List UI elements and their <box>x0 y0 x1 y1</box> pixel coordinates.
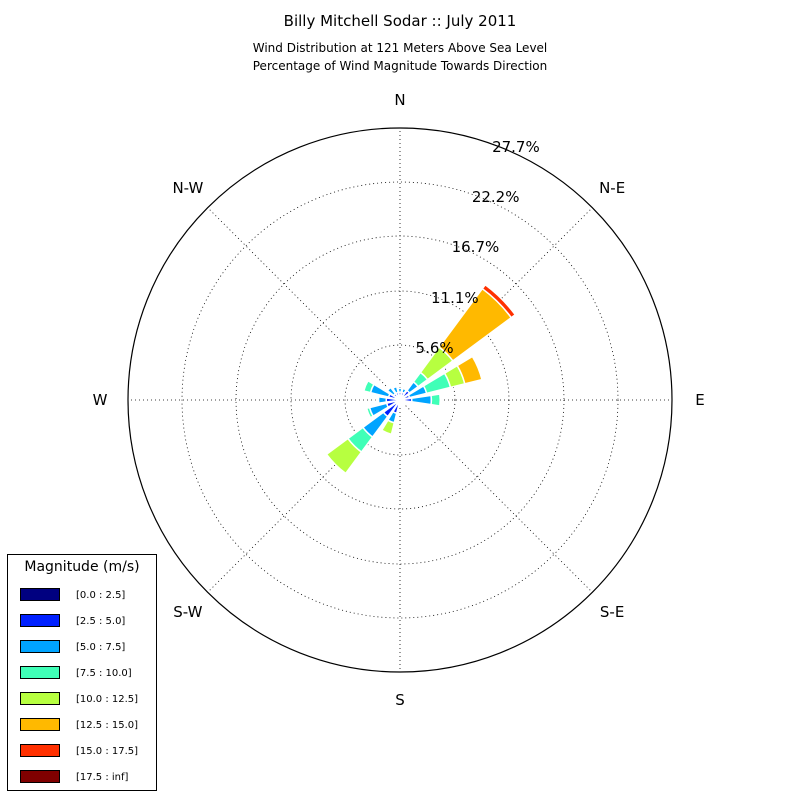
compass-label-s-w: S-W <box>173 603 202 621</box>
legend-swatch <box>20 770 60 783</box>
windrose-bars <box>325 283 517 475</box>
compass-label-w: W <box>93 391 108 409</box>
wedge-ne-bin-6 <box>481 283 517 319</box>
compass-label-n: N <box>394 91 405 109</box>
chart-subtitle-line-2: Percentage of Wind Magnitude Towards Dir… <box>252 59 548 73</box>
legend-swatch <box>20 588 60 601</box>
radial-tick-label: 22.2% <box>472 188 520 206</box>
axis-labels: E N-E N N-W W S-W S S-E 5.6% 11.1% 16.7% 22.2% 27.7% <box>93 91 705 709</box>
radial-tick-label: 5.6% <box>416 339 454 357</box>
legend-label: [2.5 : 5.0] <box>76 616 126 627</box>
wedge-wsw-bin-3 <box>365 406 375 419</box>
wedge-n-bin-2 <box>397 387 403 394</box>
legend-label: [12.5 : 15.0] <box>76 720 139 731</box>
legend-swatch <box>20 666 60 679</box>
polar-frame <box>127 127 673 673</box>
legend-swatch <box>20 640 60 653</box>
compass-label-s: S <box>395 691 405 709</box>
legend-label: [5.0 : 7.5] <box>76 642 126 653</box>
legend-label: [10.0 : 12.5] <box>76 694 139 705</box>
legend-label: [15.0 : 17.5] <box>76 746 139 757</box>
grid-ring <box>344 344 456 456</box>
legend: Magnitude (m/s) [0.0 : 2.5] [2.5 : 5.0] [5… <box>7 554 157 791</box>
wedge-w-bin-4 <box>375 395 379 405</box>
chart-subtitle-line-1: Wind Distribution at 121 Meters Above Se… <box>252 41 548 55</box>
grid-spoke <box>207 399 401 593</box>
wedge-ene-bin-5 <box>456 355 483 385</box>
radial-tick-label: 27.7% <box>492 138 540 156</box>
grid-spoke <box>207 207 401 401</box>
wedge-nne-bin-2 <box>400 387 408 395</box>
grid-spoke <box>399 399 593 593</box>
compass-label-n-e: N-E <box>599 179 625 197</box>
wedge-w-bin-2 <box>377 395 388 405</box>
polar-grid <box>128 128 672 672</box>
legend-swatch <box>20 614 60 627</box>
wedge-e-bin-3 <box>430 393 442 407</box>
grid-ring <box>181 181 619 619</box>
legend-swatch <box>20 718 60 731</box>
legend-label: [17.5 : inf] <box>76 772 129 783</box>
compass-label-n-w: N-W <box>172 179 203 197</box>
legend-swatch <box>20 744 60 757</box>
legend-swatch <box>20 692 60 705</box>
compass-label-s-e: S-E <box>600 603 624 621</box>
wedge-sw-bin-4 <box>325 437 363 475</box>
wedge-ssw-bin-4 <box>380 419 396 436</box>
radial-tick-label: 11.1% <box>431 289 479 307</box>
wedge-ese-bin-1 <box>400 399 407 405</box>
legend-label: [0.0 : 2.5] <box>76 590 126 601</box>
compass-label-e: E <box>695 391 704 409</box>
legend-title: Magnitude (m/s) <box>24 559 140 575</box>
radial-tick-label: 16.7% <box>452 238 500 256</box>
outer-ring <box>127 127 673 673</box>
wedge-wnw-bin-3 <box>362 379 375 394</box>
wedge-nnw-bin-2 <box>391 385 400 395</box>
legend-label: [7.5 : 10.0] <box>76 668 132 679</box>
wedge-nw-bin-3 <box>385 385 392 392</box>
chart-title: Billy Mitchell Sodar :: July 2011 <box>283 12 517 30</box>
grid-ring <box>235 235 565 565</box>
